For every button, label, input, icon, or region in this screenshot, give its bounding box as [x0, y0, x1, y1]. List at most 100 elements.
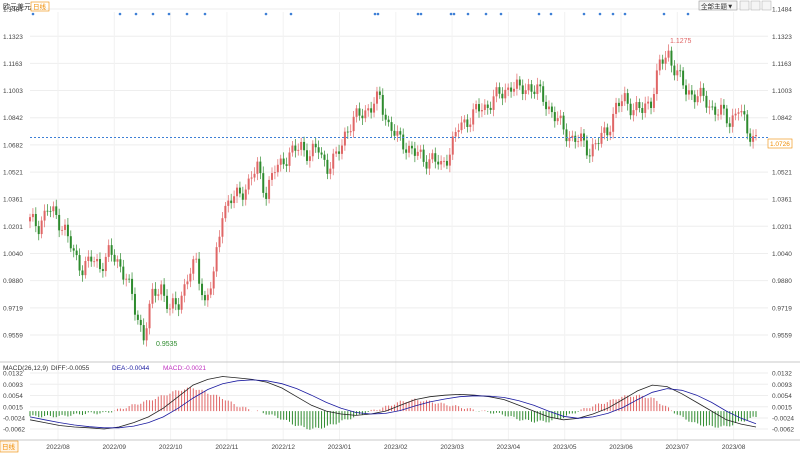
candle-body	[268, 179, 271, 199]
candle-body	[408, 145, 411, 153]
candle-body	[720, 104, 723, 115]
period-badge[interactable]	[30, 1, 50, 12]
event-marker[interactable]	[611, 12, 615, 16]
candle-body	[78, 255, 81, 271]
event-marker[interactable]	[134, 12, 138, 16]
candle-body	[711, 106, 714, 108]
bottom-tab[interactable]	[0, 440, 19, 453]
event-marker[interactable]	[264, 12, 268, 16]
candle-body	[463, 119, 466, 123]
event-marker[interactable]	[686, 12, 690, 16]
event-marker[interactable]	[203, 12, 207, 16]
event-marker[interactable]	[151, 12, 155, 16]
candle-body	[585, 140, 588, 156]
event-marker[interactable]	[419, 12, 423, 16]
candle-body	[731, 115, 734, 127]
minimize-button[interactable]	[739, 0, 750, 11]
event-marker[interactable]	[598, 12, 602, 16]
candle-body	[189, 273, 192, 282]
price-tick-label: 1.0040	[772, 251, 792, 258]
event-marker[interactable]	[484, 12, 488, 16]
close-button[interactable]	[761, 0, 772, 11]
candle-body	[317, 147, 320, 153]
candle-body	[201, 283, 204, 296]
maximize-button[interactable]	[750, 0, 761, 11]
chart-title: 欧元美元	[3, 2, 31, 11]
candle-body	[183, 284, 186, 296]
event-marker[interactable]	[549, 12, 553, 16]
candle-body	[75, 250, 78, 256]
event-marker[interactable]	[623, 12, 627, 16]
candle-body	[722, 104, 725, 109]
candle-body	[282, 158, 285, 165]
x-axis-label: 2022/10	[159, 444, 183, 451]
candle-body	[422, 149, 425, 162]
candle-body	[66, 224, 69, 237]
candle-body	[387, 119, 390, 123]
event-marker[interactable]	[185, 12, 189, 16]
current-price-tag	[767, 138, 793, 149]
x-axis-label: 2023/07	[666, 444, 690, 451]
candle-body	[399, 131, 402, 135]
candle-body	[693, 94, 696, 103]
candle-body	[667, 50, 670, 58]
candle-body	[603, 127, 606, 133]
candle-body	[31, 213, 34, 218]
candle-body	[690, 90, 693, 95]
candle-body	[198, 258, 201, 284]
theme-dropdown[interactable]	[698, 0, 738, 11]
event-marker[interactable]	[289, 12, 293, 16]
candle-body	[288, 152, 291, 166]
macd-tick-label: 0.0015	[3, 404, 23, 411]
event-marker[interactable]	[118, 12, 122, 16]
price-tick-label: 1.0682	[3, 142, 23, 149]
candle-body	[305, 150, 308, 161]
price-tick-label: 1.0521	[3, 170, 23, 177]
candle-body	[136, 314, 139, 320]
candle-body	[641, 108, 644, 113]
candle-body	[469, 124, 472, 127]
candle-body	[466, 119, 469, 127]
candle-body	[547, 106, 550, 110]
event-marker[interactable]	[416, 12, 420, 16]
candle-body	[119, 259, 122, 267]
event-marker[interactable]	[167, 12, 171, 16]
x-axis-label: 2023/05	[553, 444, 577, 451]
event-marker[interactable]	[662, 12, 666, 16]
candle-body	[142, 325, 145, 341]
candle-body	[171, 298, 174, 309]
candle-body	[61, 229, 64, 231]
candle-body	[705, 95, 708, 108]
candle-body	[241, 193, 244, 200]
candle-body	[151, 288, 154, 304]
candle-body	[107, 245, 110, 257]
candle-body	[489, 107, 492, 110]
event-marker[interactable]	[376, 12, 380, 16]
event-marker[interactable]	[537, 12, 541, 16]
event-marker[interactable]	[31, 12, 35, 16]
candle-body	[206, 294, 209, 301]
candle-body	[609, 131, 612, 136]
event-marker[interactable]	[499, 12, 503, 16]
candle-body	[52, 206, 55, 212]
event-marker[interactable]	[449, 12, 453, 16]
candle-body	[664, 57, 667, 64]
bottom-tab-label: 日线	[2, 442, 16, 451]
event-marker[interactable]	[373, 12, 377, 16]
event-marker[interactable]	[582, 12, 586, 16]
candle-body	[203, 295, 206, 301]
candle-body	[285, 164, 288, 166]
candle-body	[410, 145, 413, 149]
candle-body	[652, 94, 655, 108]
candle-body	[244, 189, 247, 200]
candle-body	[116, 259, 119, 262]
candle-body	[565, 129, 568, 142]
candle-body	[139, 319, 142, 326]
candle-body	[676, 70, 679, 76]
event-marker[interactable]	[466, 12, 470, 16]
candle-body	[606, 127, 609, 136]
event-marker[interactable]	[452, 12, 456, 16]
candle-body	[542, 86, 545, 102]
x-axis-label: 2023/02	[384, 444, 408, 451]
